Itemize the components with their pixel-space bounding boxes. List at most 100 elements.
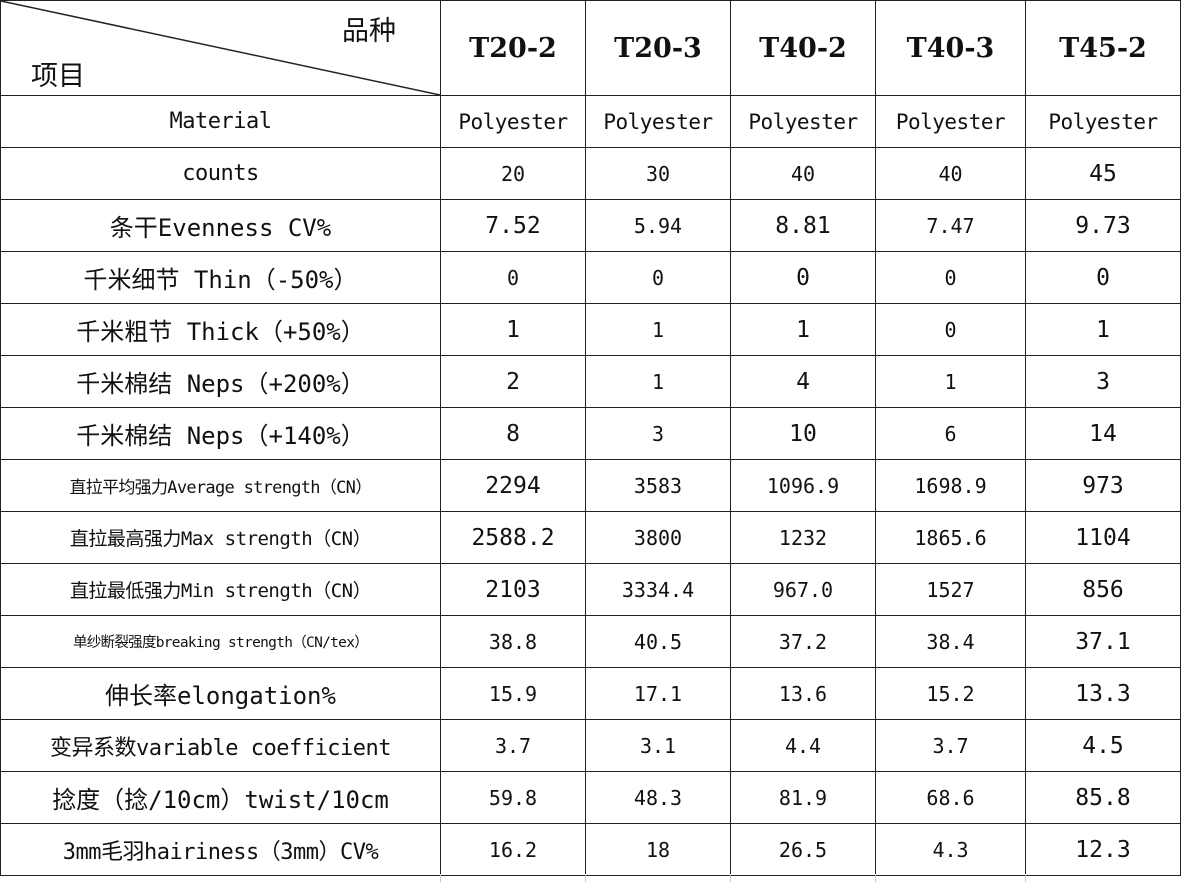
table-cell: 17.1 <box>585 667 731 720</box>
table-row: 千米细节 Thin（-50%） 0 0 0 0 0 <box>0 251 1181 304</box>
header-row: 品种 项目 T20-2 T20-3 T40-2 T40-3 T45-2 <box>0 0 1181 96</box>
table-cell: 38.4 <box>875 615 1026 668</box>
table-cell: 3334.4 <box>585 563 731 616</box>
table-cell: 7.52 <box>440 199 586 252</box>
table-cell: 13.6 <box>730 667 876 720</box>
table-cell: 4.3 <box>875 823 1026 876</box>
table-cell: 12.3 <box>1025 823 1181 876</box>
table-cell: 2294 <box>440 459 586 512</box>
row-label: 直拉平均强力Average strength（CN） <box>0 459 441 512</box>
table-cell: 0 <box>585 251 731 304</box>
table-cell: 30 <box>585 147 731 200</box>
table-cell: 15.2 <box>875 667 1026 720</box>
table-cell: 16.2 <box>440 823 586 876</box>
table-cell: 3800 <box>585 511 731 564</box>
table-cell: 45 <box>1025 147 1181 200</box>
table-cell: 37.1 <box>1025 615 1181 668</box>
table-cell: 10 <box>730 407 876 460</box>
table-cell: 38.8 <box>440 615 586 668</box>
table-cell: 1527 <box>875 563 1026 616</box>
table-cell: 8.81 <box>730 199 876 252</box>
table-row: 千米粗节 Thick（+50%） 1 1 1 0 1 <box>0 303 1181 356</box>
row-label: 千米粗节 Thick（+50%） <box>0 303 441 356</box>
diagonal-header-cell: 品种 项目 <box>0 0 441 96</box>
table-cell: 1104 <box>1025 511 1181 564</box>
table-cell: 59.8 <box>440 771 586 824</box>
row-label: 3mm毛羽hairiness（3mm）CV% <box>0 823 441 876</box>
row-label: 伸长率elongation% <box>0 667 441 720</box>
table-cell: 2588.2 <box>440 511 586 564</box>
table-cell: 0 <box>875 251 1026 304</box>
table-cell: 9.73 <box>1025 199 1181 252</box>
table-cell: 1 <box>585 303 731 356</box>
column-header: T40-3 <box>875 0 1026 96</box>
table-cell: 1096.9 <box>730 459 876 512</box>
table-cell: Polyester <box>1025 95 1181 148</box>
table-cell: 973 <box>1025 459 1181 512</box>
table-cell: 14 <box>1025 407 1181 460</box>
table-cell: 1 <box>585 355 731 408</box>
table-cell: 1 <box>440 303 586 356</box>
table-cell: 18 <box>585 823 731 876</box>
table-cell: 37.2 <box>730 615 876 668</box>
item-header-label: 项目 <box>31 61 85 92</box>
table-cell: 967.0 <box>730 563 876 616</box>
table-cell: Polyester <box>730 95 876 148</box>
table-row: 千米棉结 Neps（+200%） 2 1 4 1 3 <box>0 355 1181 408</box>
table-cell: 1865.6 <box>875 511 1026 564</box>
table-row: counts 20 30 40 40 45 <box>0 147 1181 200</box>
table-cell: 48.3 <box>585 771 731 824</box>
table-cell: 2 <box>440 355 586 408</box>
table-cell: 1232 <box>730 511 876 564</box>
gridline-stub <box>440 874 441 882</box>
table-row: 直拉最低强力Min strength（CN） 2103 3334.4 967.0… <box>0 563 1181 616</box>
table-cell: 40 <box>875 147 1026 200</box>
table-cell: Polyester <box>875 95 1026 148</box>
table-cell: 3.7 <box>875 719 1026 772</box>
table-cell: 3 <box>585 407 731 460</box>
table-cell: 8 <box>440 407 586 460</box>
table-cell: 6 <box>875 407 1026 460</box>
gridline-stub <box>875 874 876 882</box>
diagonal-divider-line <box>1 1 440 95</box>
table-cell: 20 <box>440 147 586 200</box>
table-cell: 2103 <box>440 563 586 616</box>
column-header: T45-2 <box>1025 0 1181 96</box>
row-label: 直拉最低强力Min strength（CN） <box>0 563 441 616</box>
table-cell: 4.4 <box>730 719 876 772</box>
table-row: 直拉平均强力Average strength（CN） 2294 3583 109… <box>0 459 1181 512</box>
row-label: Material <box>0 95 441 148</box>
row-label: 直拉最高强力Max strength（CN） <box>0 511 441 564</box>
table-cell: 0 <box>875 303 1026 356</box>
table-row: 3mm毛羽hairiness（3mm）CV% 16.2 18 26.5 4.3 … <box>0 823 1181 876</box>
gridline-stub <box>1025 874 1026 882</box>
table-row: 千米棉结 Neps（+140%） 8 3 10 6 14 <box>0 407 1181 460</box>
row-label: 条干Evenness CV% <box>0 199 441 252</box>
table-cell: 4 <box>730 355 876 408</box>
table-cell: 15.9 <box>440 667 586 720</box>
table-cell: 26.5 <box>730 823 876 876</box>
row-label: 单纱断裂强度breaking strength（CN/tex） <box>0 615 441 668</box>
table-cell: Polyester <box>440 95 586 148</box>
gridline-stub <box>585 874 586 882</box>
table-cell: Polyester <box>585 95 731 148</box>
table-cell: 856 <box>1025 563 1181 616</box>
table-cell: 1698.9 <box>875 459 1026 512</box>
table-row: 伸长率elongation% 15.9 17.1 13.6 15.2 13.3 <box>0 667 1181 720</box>
table-cell: 0 <box>1025 251 1181 304</box>
table-cell: 85.8 <box>1025 771 1181 824</box>
column-header: T40-2 <box>730 0 876 96</box>
table-cell: 40 <box>730 147 876 200</box>
table-cell: 4.5 <box>1025 719 1181 772</box>
table-cell: 40.5 <box>585 615 731 668</box>
column-header: T20-2 <box>440 0 586 96</box>
table-cell: 0 <box>440 251 586 304</box>
table-cell: 1 <box>875 355 1026 408</box>
row-label: counts <box>0 147 441 200</box>
table-cell: 68.6 <box>875 771 1026 824</box>
table-cell: 81.9 <box>730 771 876 824</box>
table-row: 捻度（捻/10cm）twist/10cm 59.8 48.3 81.9 68.6… <box>0 771 1181 824</box>
column-header: T20-3 <box>585 0 731 96</box>
variety-header-label: 品种 <box>342 16 396 47</box>
table-row: Material Polyester Polyester Polyester P… <box>0 95 1181 148</box>
